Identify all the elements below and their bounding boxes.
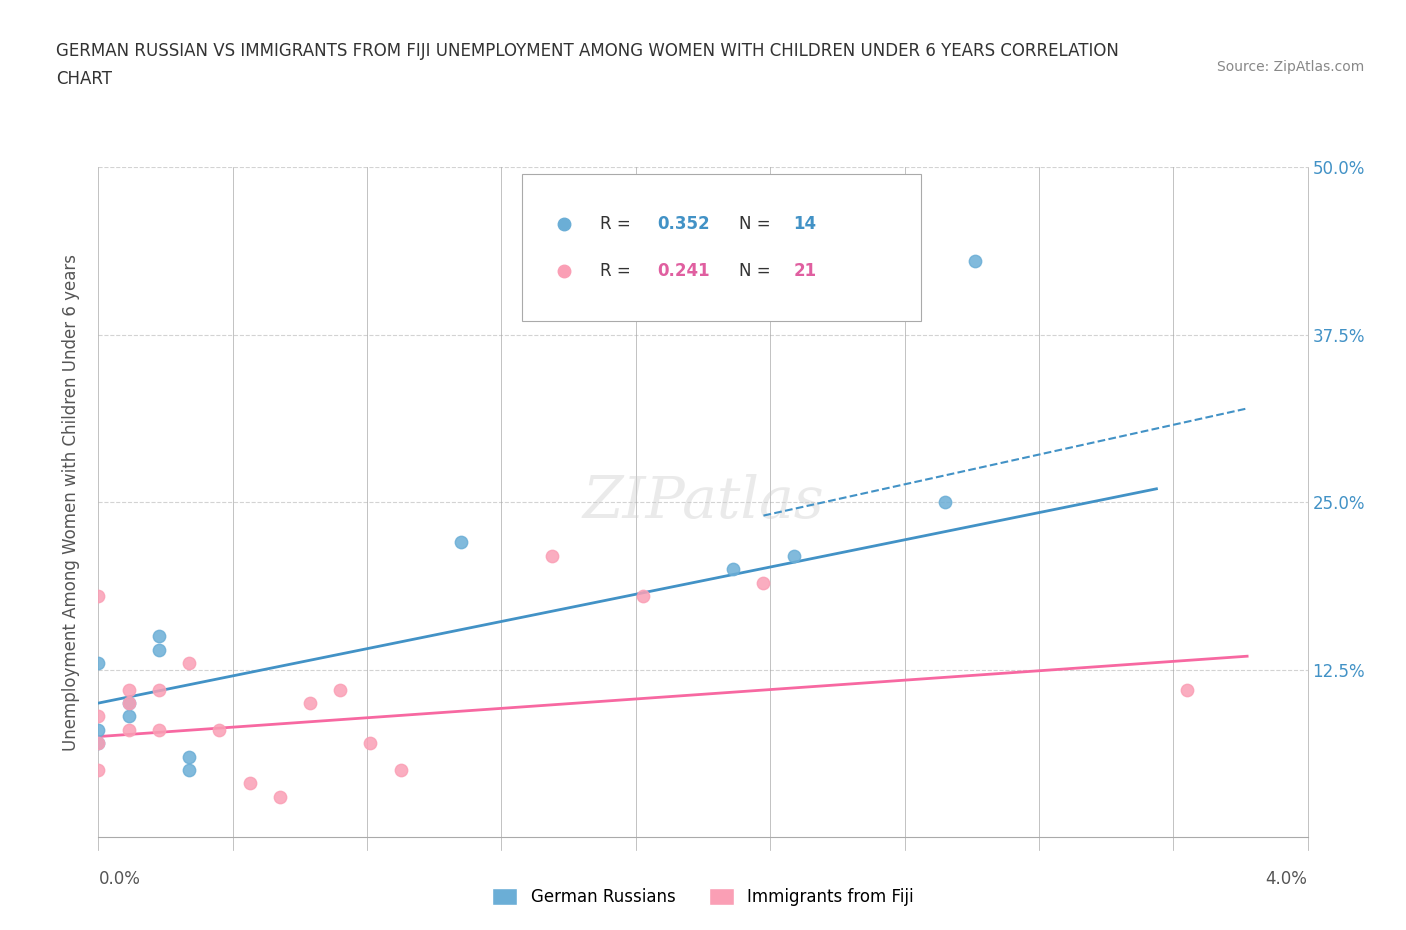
Text: 0.352: 0.352 bbox=[657, 216, 710, 233]
Point bbox=[87, 723, 110, 737]
Point bbox=[118, 709, 141, 724]
Point bbox=[179, 656, 201, 671]
Point bbox=[723, 562, 745, 577]
Point bbox=[1175, 683, 1198, 698]
Text: 14: 14 bbox=[793, 216, 817, 233]
Point bbox=[752, 575, 775, 590]
Text: Source: ZipAtlas.com: Source: ZipAtlas.com bbox=[1216, 60, 1364, 74]
Legend: German Russians, Immigrants from Fiji: German Russians, Immigrants from Fiji bbox=[485, 881, 921, 912]
Point bbox=[118, 683, 141, 698]
Text: N =: N = bbox=[740, 262, 776, 280]
Point bbox=[450, 535, 472, 550]
Point bbox=[299, 696, 322, 711]
Y-axis label: Unemployment Among Women with Children Under 6 years: Unemployment Among Women with Children U… bbox=[62, 254, 80, 751]
Point bbox=[118, 696, 141, 711]
Point bbox=[148, 723, 170, 737]
Point bbox=[87, 656, 110, 671]
Text: 21: 21 bbox=[793, 262, 817, 280]
Text: GERMAN RUSSIAN VS IMMIGRANTS FROM FIJI UNEMPLOYMENT AMONG WOMEN WITH CHILDREN UN: GERMAN RUSSIAN VS IMMIGRANTS FROM FIJI U… bbox=[56, 42, 1119, 60]
Point bbox=[118, 723, 141, 737]
Text: ZIPatlas: ZIPatlas bbox=[582, 474, 824, 530]
Point bbox=[783, 549, 806, 564]
Text: 4.0%: 4.0% bbox=[1265, 870, 1308, 888]
Point bbox=[148, 629, 170, 644]
Point bbox=[239, 776, 262, 790]
Point bbox=[541, 549, 564, 564]
Point bbox=[87, 589, 110, 604]
Point bbox=[329, 683, 352, 698]
Point bbox=[631, 589, 654, 604]
Text: N =: N = bbox=[740, 216, 776, 233]
Point bbox=[179, 763, 201, 777]
Point bbox=[389, 763, 412, 777]
Point bbox=[87, 736, 110, 751]
Text: 0.241: 0.241 bbox=[657, 262, 710, 280]
Point bbox=[87, 709, 110, 724]
Point bbox=[965, 254, 987, 269]
Point bbox=[269, 790, 291, 804]
FancyBboxPatch shape bbox=[522, 174, 921, 322]
Point bbox=[360, 736, 382, 751]
Text: R =: R = bbox=[600, 216, 637, 233]
Point bbox=[934, 495, 956, 510]
Point bbox=[148, 683, 170, 698]
Text: R =: R = bbox=[600, 262, 637, 280]
Point bbox=[87, 763, 110, 777]
Text: 0.0%: 0.0% bbox=[98, 870, 141, 888]
Point bbox=[87, 736, 110, 751]
Point bbox=[118, 696, 141, 711]
Point bbox=[148, 642, 170, 657]
Point bbox=[179, 750, 201, 764]
Point bbox=[208, 723, 231, 737]
Text: CHART: CHART bbox=[56, 70, 112, 87]
